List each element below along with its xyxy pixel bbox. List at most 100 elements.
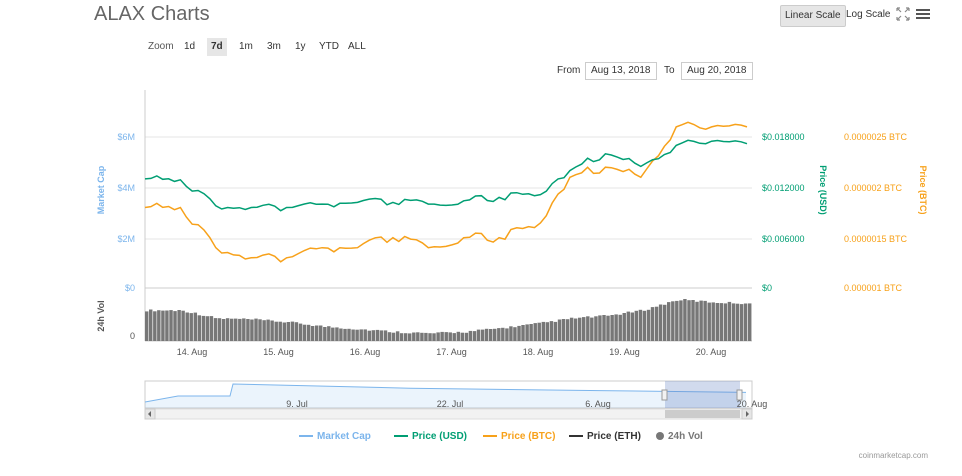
volume-bar xyxy=(646,309,651,341)
volume-bar xyxy=(614,314,618,341)
volume-bar xyxy=(573,318,578,341)
volume-bar xyxy=(298,323,303,341)
volume-bar xyxy=(274,321,278,341)
scroll-left-icon xyxy=(148,411,151,417)
navigator-handle-right xyxy=(736,389,743,401)
volume-bar xyxy=(565,319,570,341)
market-cap-tick: $0 xyxy=(125,283,135,293)
scrollbar-thumb xyxy=(665,410,740,418)
volume-bar xyxy=(242,318,246,341)
volume-bars xyxy=(145,299,752,341)
volume-bar xyxy=(335,327,339,341)
volume-bar xyxy=(743,303,748,341)
page-title: ALAX Charts xyxy=(94,3,210,25)
volume-bar xyxy=(521,325,525,341)
volume-bar xyxy=(703,300,707,341)
volume-bar xyxy=(355,329,359,341)
legend-item[interactable]: Market Cap xyxy=(299,431,371,442)
x-tick: 16. Aug xyxy=(350,347,381,357)
volume-bar xyxy=(250,319,254,341)
usd-tick: $0 xyxy=(762,283,772,293)
volume-bar xyxy=(157,310,161,341)
volume-bar xyxy=(460,332,465,341)
volume-bar xyxy=(671,301,675,341)
volume-bar xyxy=(310,326,315,341)
volume-bar xyxy=(383,330,388,341)
volume-bar xyxy=(282,322,287,341)
zoom-label: Zoom xyxy=(148,41,174,52)
volume-bar xyxy=(695,301,699,341)
volume-bar xyxy=(505,328,509,341)
volume-bar xyxy=(436,332,440,341)
volume-bar xyxy=(331,327,335,341)
volume-bar xyxy=(650,307,655,341)
volume-bar xyxy=(537,322,541,341)
volume-bar xyxy=(618,314,622,341)
volume-bar xyxy=(395,331,400,341)
volume-bar xyxy=(153,311,157,341)
volume-bar xyxy=(424,332,428,341)
volume-bar xyxy=(610,315,614,341)
volume-bar xyxy=(464,332,469,341)
volume-bar xyxy=(658,304,663,341)
zoom-7d-button[interactable]: 7d xyxy=(207,38,227,56)
volume-bar xyxy=(258,319,262,341)
legend-symbol-icon xyxy=(394,435,408,438)
x-tick: 20. Aug xyxy=(696,347,727,357)
volume-bar xyxy=(387,332,392,341)
volume-bar xyxy=(549,321,554,341)
volume-bar xyxy=(161,310,165,341)
legend-label: Price (BTC) xyxy=(501,431,556,442)
volume-bar xyxy=(711,302,715,341)
volume-bar xyxy=(278,321,282,341)
navigator-frame xyxy=(144,380,753,409)
volume-bar xyxy=(675,300,679,341)
zoom-all-button[interactable]: ALL xyxy=(348,41,366,52)
volume-bar xyxy=(351,329,355,341)
log-scale-button[interactable]: Log Scale xyxy=(846,9,891,20)
volume-bar xyxy=(193,312,198,341)
volume-bar xyxy=(201,315,206,341)
menu-icon[interactable] xyxy=(915,6,931,22)
volume-bar xyxy=(217,318,222,341)
zoom-1d-button[interactable]: 1d xyxy=(184,41,196,52)
volume-bar xyxy=(412,332,416,341)
navigator-tick: 22. Jul xyxy=(437,399,464,409)
volume-bar xyxy=(606,315,610,341)
btc-tick: 0.000001 BTC xyxy=(844,283,903,293)
volume-bar xyxy=(306,324,311,341)
legend-item[interactable]: Price (USD) xyxy=(394,431,467,442)
x-tick: 15. Aug xyxy=(263,347,294,357)
grid-lines xyxy=(144,90,752,342)
volume-bar xyxy=(363,329,367,341)
volume-bar xyxy=(238,318,242,341)
volume-bar xyxy=(315,325,319,341)
linear-scale-button[interactable]: Linear Scale xyxy=(780,5,846,27)
zoom-1m-button[interactable]: 1m xyxy=(239,41,253,52)
legend-item[interactable]: Price (BTC) xyxy=(483,431,555,442)
volume-axis-title: 24h Vol xyxy=(96,300,106,331)
market-cap-tick: $2M xyxy=(117,234,135,244)
from-date-input[interactable]: Aug 13, 2018 xyxy=(585,62,657,80)
btc-tick: 0.000002 BTC xyxy=(844,183,903,193)
volume-bar xyxy=(379,330,384,341)
legend-item[interactable]: 24h Vol xyxy=(656,431,703,442)
zoom-3m-button[interactable]: 3m xyxy=(267,41,281,52)
btc-tick: 0.0000015 BTC xyxy=(844,234,908,244)
volume-bar xyxy=(598,315,602,341)
legend-item[interactable]: Price (ETH) xyxy=(569,431,641,442)
fullscreen-icon[interactable] xyxy=(895,6,911,22)
zoom-1y-button[interactable]: 1y xyxy=(295,41,306,52)
volume-bar xyxy=(590,317,594,341)
zoom-ytd-button[interactable]: YTD xyxy=(319,41,339,52)
usd-tick: $0.018000 xyxy=(762,132,805,142)
btc-axis-title: Price (BTC) xyxy=(918,165,928,214)
legend-symbol-icon xyxy=(483,435,497,438)
volume-bar xyxy=(578,317,582,341)
credit-text: coinmarketcap.com xyxy=(858,451,928,460)
volume-bar xyxy=(545,322,550,341)
navigator xyxy=(144,380,753,420)
to-date-input[interactable]: Aug 20, 2018 xyxy=(681,62,753,80)
scrollbar-track xyxy=(144,408,753,420)
